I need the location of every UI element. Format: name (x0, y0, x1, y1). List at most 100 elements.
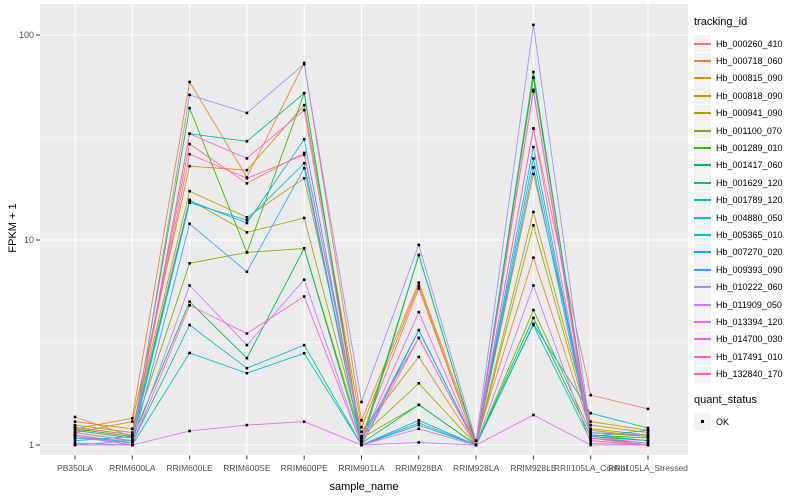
data-point (188, 222, 191, 226)
series-color-swatch (694, 42, 711, 45)
data-point (646, 436, 650, 440)
data-point (302, 62, 306, 66)
data-point (245, 111, 249, 115)
data-point (589, 423, 592, 427)
data-point (73, 423, 77, 427)
data-point (245, 270, 249, 274)
legend-item-label: Hb_010222_060 (716, 282, 783, 293)
legend-key-box (694, 156, 711, 174)
data-point (131, 435, 134, 438)
x-tick-label: RRIM928LA (453, 463, 500, 473)
legend-item: Hb_004880_050 (694, 209, 800, 227)
data-point (532, 172, 535, 176)
data-point (73, 427, 77, 431)
data-point (188, 351, 191, 355)
legend-item: Hb_011909_050 (694, 296, 800, 314)
data-point (131, 433, 134, 437)
legend-key-box (694, 122, 711, 140)
data-point (245, 251, 249, 254)
legend-key-list: Hb_000260_410 Hb_000718_060 Hb_000815_090 H… (694, 35, 800, 383)
legend-key-box (694, 174, 711, 192)
data-point (589, 411, 592, 415)
data-point (360, 439, 363, 442)
legend-key-box (694, 330, 711, 348)
data-point (589, 443, 592, 447)
data-point (360, 400, 363, 404)
y-tick-label: 1 (29, 440, 34, 450)
data-point (131, 439, 134, 442)
data-point (188, 201, 191, 204)
data-point (131, 417, 134, 420)
x-tick-label: RRII105LA_Control (554, 463, 628, 473)
series-color-swatch (694, 286, 711, 289)
data-point (188, 284, 191, 287)
x-tick-label: RRIM600LE (166, 463, 213, 473)
data-point (188, 262, 191, 265)
legend-item-label: Hb_017491_010 (716, 351, 783, 362)
data-point (188, 300, 191, 303)
data-point (302, 151, 306, 155)
data-point (360, 441, 363, 445)
legend-key-box (694, 313, 711, 331)
data-point (245, 423, 249, 427)
data-point (417, 403, 421, 407)
data-point (646, 407, 650, 411)
legend-item-label: Hb_000260_410 (716, 38, 783, 49)
data-point (188, 93, 191, 97)
data-point (302, 278, 306, 281)
data-point (188, 323, 191, 327)
legend-item-label: Hb_014700_030 (716, 334, 783, 345)
series-color-swatch (694, 164, 711, 167)
data-point (589, 436, 592, 440)
data-point (589, 393, 592, 397)
x-axis-title: sample_name (329, 481, 399, 493)
data-point (188, 304, 191, 307)
legend-item: Hb_014700_030 (694, 330, 800, 348)
data-point (245, 343, 249, 347)
data-point (532, 316, 535, 320)
data-point (532, 308, 535, 312)
data-point (245, 157, 249, 160)
data-point (188, 106, 191, 110)
legend-item-label: Hb_001289_010 (716, 143, 783, 154)
legend-item: Hb_000260_410 (694, 35, 800, 53)
data-point (245, 371, 249, 375)
data-point (646, 426, 650, 430)
series-color-swatch (694, 216, 711, 219)
legend-title-tracking-id: tracking_id (694, 16, 748, 28)
data-point (360, 419, 363, 422)
x-tick-label: RRIM600LA (109, 463, 156, 473)
data-point (417, 281, 421, 284)
data-point (245, 231, 249, 234)
data-point (188, 189, 191, 193)
data-point (73, 439, 77, 442)
x-tick-label: RRIM901LA (338, 463, 385, 473)
data-point (417, 382, 421, 385)
legend-item-label: Hb_001100_070 (716, 125, 782, 136)
legend-item-label: Hb_004880_050 (716, 212, 783, 223)
data-point (532, 210, 535, 214)
legend-item-label: Hb_011909_050 (716, 299, 782, 310)
data-point (73, 431, 77, 434)
legend-key-box (694, 348, 711, 366)
data-point (73, 420, 77, 423)
legend-item-label: Hb_000815_090 (716, 73, 783, 84)
series-color-swatch (694, 251, 711, 254)
legend: tracking_id Hb_000260_410 Hb_000718_060 Hb… (694, 16, 800, 430)
data-point (532, 413, 535, 417)
data-point (245, 182, 249, 185)
legend-item: Hb_009393_090 (694, 261, 800, 279)
data-point (589, 429, 592, 432)
legend-key-box (694, 104, 711, 122)
data-point (417, 310, 421, 314)
legend-item: Hb_017491_010 (694, 348, 800, 366)
series-color-swatch (694, 60, 711, 63)
data-point (245, 168, 249, 172)
data-point (532, 166, 535, 169)
data-point (73, 443, 77, 447)
data-point (302, 343, 306, 347)
data-point (188, 132, 191, 135)
legend-key-box (694, 209, 711, 227)
data-point (532, 90, 535, 93)
legend-item-ok: OK (694, 413, 800, 430)
